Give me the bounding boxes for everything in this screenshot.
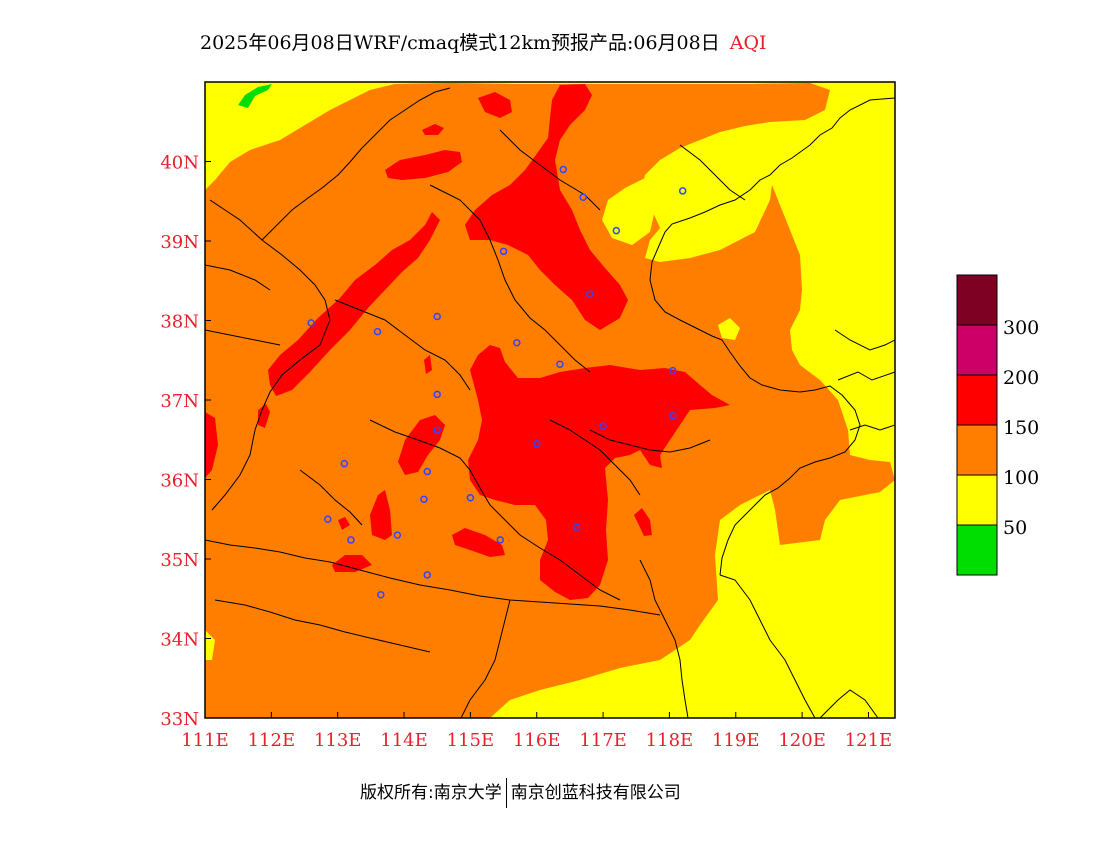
city-marker [433, 426, 441, 434]
lon-tick-label: 116E [513, 730, 561, 751]
city-marker [373, 327, 382, 336]
aqi-unhealthy-zone-small2 [634, 508, 652, 536]
title-main: 2025年06月08日WRF/cmaq模式12km预报产品:06月08日 [200, 32, 720, 54]
aqi-unhealthy-zone-sw2 [370, 490, 392, 540]
aqi-unhealthy-zone-edge-west [205, 412, 218, 478]
aqi-unhealthy-zone-north [465, 84, 628, 330]
city-marker [556, 360, 564, 368]
city-marker [559, 165, 568, 174]
colorbar-hazardous [956, 274, 998, 326]
aqi-unhealthy-zone-small4 [338, 517, 350, 530]
aqi-unhealthy-zone-small3 [422, 124, 444, 135]
lon-tick-label: 115E [447, 730, 495, 751]
city-marker [307, 319, 315, 327]
colorbar-label-50: 50 [1003, 517, 1027, 539]
city-marker [579, 193, 587, 202]
city-marker [586, 290, 594, 299]
colorbar-unhealthy [956, 374, 998, 426]
colorbar-label-100: 100 [1003, 467, 1039, 489]
city-marker [668, 366, 677, 375]
city-marker [678, 187, 687, 195]
map-axes: 111E 112E 113E 114E 115E 116E 117E 118E 119E 120E… [160, 153, 892, 752]
city-marker [420, 495, 428, 504]
aqi-good-zone [238, 84, 272, 108]
colorbar-label-150: 150 [1003, 417, 1039, 439]
city-marker [323, 515, 332, 523]
city-marker [668, 412, 677, 420]
city-marker [466, 494, 475, 502]
city-marker [340, 459, 349, 468]
city-marker [612, 226, 621, 235]
footer-separator [505, 778, 507, 808]
colorbar-very-unhealthy [956, 324, 998, 376]
title-variable: AQI [729, 32, 767, 54]
lon-tick-label: 117E [579, 730, 627, 751]
aqi-unhealthy-zone-north-blob [385, 150, 462, 180]
aqi-unhealthy-zone-sw4 [332, 555, 372, 572]
copyright-left: 版权所有:南京大学 [360, 783, 502, 803]
city-marker [532, 439, 541, 448]
city-marker [496, 536, 504, 544]
city-marker [499, 247, 508, 256]
city-marker [393, 531, 402, 539]
aqi-unhealthy-zone-sw1 [398, 415, 445, 475]
coastline-and-borders [205, 87, 895, 718]
lon-tick-label: 118E [646, 730, 694, 751]
city-markers [307, 165, 687, 599]
lon-tick-label: 111E [181, 730, 229, 751]
aqi-unhealthy-zone-small1 [258, 404, 270, 428]
colorbar-label-200: 200 [1003, 367, 1039, 389]
lon-tick-label: 121E [845, 730, 893, 751]
lat-tick-label: 35N [160, 550, 199, 571]
aqi-unhealthy-zone-nw-arc [268, 212, 440, 396]
lat-tick-label: 33N [160, 709, 199, 730]
city-marker [433, 390, 441, 399]
aqi-unhealthy-zone-small5 [424, 355, 432, 374]
city-marker [433, 312, 441, 321]
city-marker [513, 339, 521, 347]
city-marker [423, 467, 432, 476]
lat-tick-label: 39N [160, 232, 199, 253]
city-marker [377, 591, 385, 599]
aqi-moderate-patch-east [718, 318, 740, 340]
city-marker [423, 571, 432, 579]
aqi-unhealthy-zone-center [468, 345, 730, 600]
lon-tick-label: 119E [712, 730, 760, 751]
aqi-colorbar: 300 200 150 100 50 [956, 274, 1039, 576]
lon-tick-label: 120E [778, 730, 826, 751]
copyright-right: 南京创蓝科技有限公司 [510, 783, 681, 803]
aqi-unhealthy-zone-hills [478, 92, 512, 118]
city-marker [347, 536, 355, 544]
map-title: 2025年06月08日WRF/cmaq模式12km预报产品:06月08日 AQI [200, 28, 767, 55]
lat-tick-label: 38N [160, 312, 199, 333]
city-marker [599, 422, 607, 430]
city-marker [572, 523, 581, 531]
colorbar-unhealthy-sensitive [956, 424, 998, 476]
colorbar-good [956, 524, 998, 576]
colorbar-moderate [956, 474, 998, 526]
lat-tick-label: 37N [160, 391, 199, 412]
lat-tick-label: 40N [160, 153, 199, 174]
lon-tick-label: 114E [380, 730, 428, 751]
copyright-footer: 版权所有:南京大学 南京创蓝科技有限公司 [360, 778, 681, 808]
lon-tick-label: 113E [314, 730, 362, 751]
lat-tick-label: 34N [160, 630, 199, 651]
lat-tick-label: 36N [160, 471, 199, 492]
aqi-unhealthy-zone-sw3 [452, 528, 505, 557]
lon-tick-label: 112E [248, 730, 296, 751]
colorbar-label-300: 300 [1003, 317, 1039, 339]
map-plot-area [205, 82, 895, 718]
